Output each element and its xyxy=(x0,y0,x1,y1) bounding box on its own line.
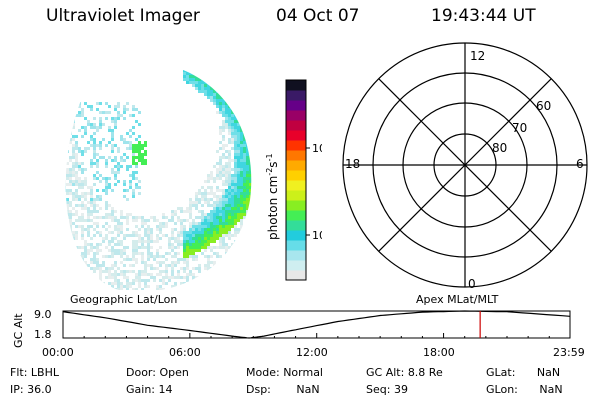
timeline-left-title: Geographic Lat/Lon xyxy=(70,293,178,306)
altitude-curve xyxy=(62,310,571,339)
ip-value: 36.0 xyxy=(27,383,52,396)
auroral-image xyxy=(65,60,252,290)
colorbar-cell xyxy=(286,160,306,171)
colorbar-cell xyxy=(286,140,306,151)
colorbar-cell xyxy=(286,120,306,131)
seq-value: 39 xyxy=(393,383,408,396)
mlt-label-0: 0 xyxy=(468,277,476,290)
lat-label-60: 60 xyxy=(536,99,551,113)
gain-value: 14 xyxy=(158,383,173,396)
observation-date: 04 Oct 07 xyxy=(276,6,360,26)
glat-value: NaN xyxy=(536,366,561,379)
colorbar-frame xyxy=(285,79,307,281)
colorbar-cell xyxy=(286,270,306,281)
timeline-ytick-1.8: 1.8 xyxy=(34,328,52,341)
colorbar-cell xyxy=(286,260,306,271)
colorbar-scale xyxy=(286,80,306,281)
colorbar-label: photon cm-2s-1 xyxy=(265,153,280,240)
colorbar-cell xyxy=(286,190,306,201)
colorbar-cell xyxy=(286,230,306,241)
timeline-axis-label: GC Alt xyxy=(12,313,25,348)
lat-label-70: 70 xyxy=(512,121,527,135)
colorbar-cell xyxy=(286,130,306,141)
seq-info: Seq: 39 xyxy=(366,383,408,396)
colorbar-cell xyxy=(286,150,306,161)
colorbar-cell xyxy=(286,180,306,191)
xtick-label-0: 00:00 xyxy=(42,346,74,359)
dsp-info: Dsp: NaN xyxy=(246,383,320,396)
colorbar-cell xyxy=(286,200,306,211)
instrument-title: Ultraviolet Imager xyxy=(46,6,200,26)
xtick-label-4: 23:59 xyxy=(553,346,585,359)
polar-mlt-dial: 12 18 6 0 60 70 80 xyxy=(342,42,588,290)
dsp-value: NaN xyxy=(296,383,320,396)
colorbar-cell xyxy=(286,220,306,231)
mlt-label-18: 18 xyxy=(345,157,360,171)
xtick-label-1: 06:00 xyxy=(169,346,201,359)
observation-time: 19:43:44 UT xyxy=(431,6,536,26)
glon-value: NaN xyxy=(539,383,563,396)
gain-info: Gain: 14 xyxy=(126,383,173,396)
mlt-label-6: 6 xyxy=(576,157,584,171)
colorbar-cell xyxy=(286,100,306,111)
colorbar-cell xyxy=(286,240,306,251)
colorbar-tick-label-10: 10 xyxy=(312,229,322,242)
gcalt-info: GC Alt: 8.8 Re xyxy=(366,366,443,379)
colorbar-cell xyxy=(286,250,306,261)
lat-label-80: 80 xyxy=(492,141,507,155)
altitude-timeline: GC Alt 9.0 1.8 xyxy=(12,308,571,348)
mlt-label-12: 12 xyxy=(470,49,485,63)
timeline-ticks xyxy=(62,333,571,338)
door-info: Door: Open xyxy=(126,366,189,379)
polar-diagonal-b xyxy=(378,78,552,252)
filter-value: LBHL xyxy=(30,366,59,379)
aurora-pixel-field xyxy=(65,60,252,290)
glon-info: GLon: NaN xyxy=(486,383,563,396)
gcalt-value: 8.8 Re xyxy=(407,366,443,379)
timeline-ytick-9: 9.0 xyxy=(34,308,52,321)
timeline-right-title: Apex MLat/MLT xyxy=(416,293,499,306)
filter-info: Flt: LBHL xyxy=(10,366,59,379)
xtick-label-2: 12:00 xyxy=(296,346,328,359)
colorbar-tick-label-100: 100 xyxy=(312,142,322,155)
colorbar-cell xyxy=(286,170,306,181)
mode-value: Normal xyxy=(283,366,323,379)
colorbar-cell xyxy=(286,90,306,101)
colorbar: 100 10 photon cm-2s-1 xyxy=(265,79,322,281)
glat-info: GLat: NaN xyxy=(486,366,561,379)
colorbar-cell xyxy=(286,110,306,121)
colorbar-cell xyxy=(286,210,306,221)
door-value: Open xyxy=(159,366,189,379)
ip-info: IP: 36.0 xyxy=(10,383,52,396)
xtick-label-3: 18:00 xyxy=(423,346,455,359)
mode-info: Mode: Normal xyxy=(246,366,323,379)
colorbar-cell xyxy=(286,80,306,91)
